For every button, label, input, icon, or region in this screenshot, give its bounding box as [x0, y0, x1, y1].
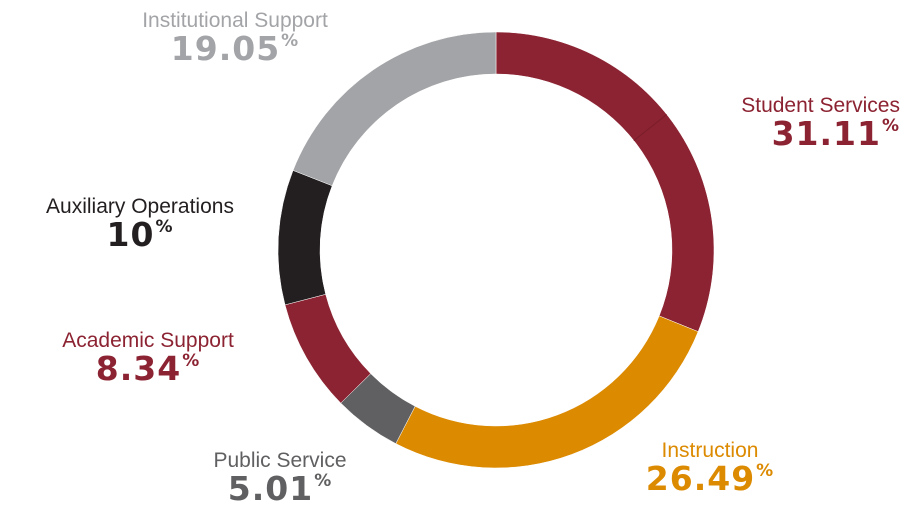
- category-label: Auxiliary Operations: [46, 195, 234, 218]
- value-label: 19.05%: [170, 29, 300, 69]
- label-academic-support: Academic Support 8.34%: [18, 329, 278, 389]
- category-label: Public Service: [213, 449, 347, 472]
- slice-auxiliary-operations: [277, 170, 333, 306]
- value-label: 8.34%: [95, 349, 201, 389]
- segment-divider: [633, 114, 668, 141]
- category-label: Institutional Support: [142, 9, 328, 32]
- label-public-service: Public Service 5.01%: [145, 449, 415, 509]
- slice-institutional-support: [292, 31, 497, 187]
- value-label: 31.11%: [771, 114, 900, 154]
- category-label: Student Services: [741, 94, 900, 117]
- value-label: 5.01%: [227, 469, 333, 509]
- value-label: 10%: [106, 215, 174, 255]
- slice-student-services: [495, 31, 715, 332]
- label-student-services: Student Services 31.11%: [660, 94, 900, 154]
- category-label: Instruction: [661, 439, 759, 462]
- label-auxiliary-operations: Auxiliary Operations 10%: [0, 195, 280, 255]
- label-instruction: Instruction 26.49%: [575, 439, 845, 499]
- category-label: Academic Support: [62, 329, 234, 352]
- value-label: 26.49%: [645, 459, 775, 499]
- label-institutional-support: Institutional Support 19.05%: [95, 9, 375, 69]
